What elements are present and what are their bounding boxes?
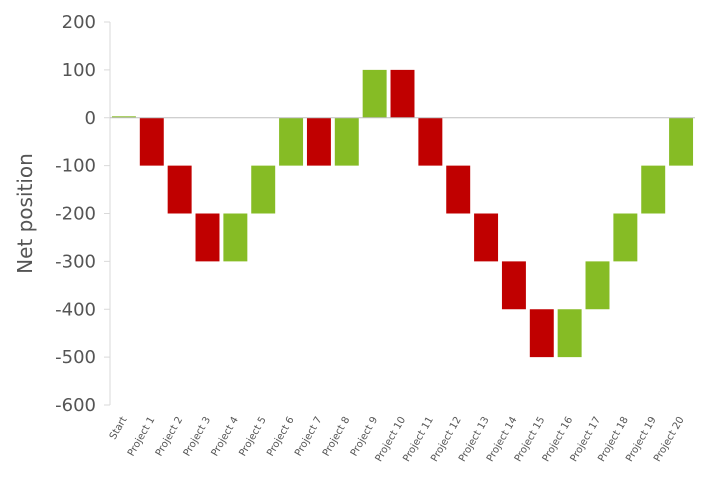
bar-project-6 <box>279 117 304 166</box>
bar-project-17 <box>585 261 610 310</box>
y-tick-label: -500 <box>55 347 96 368</box>
bar-project-9 <box>362 69 387 118</box>
bar-project-4 <box>223 213 248 262</box>
y-axis-title: Net position <box>13 153 37 274</box>
x-tick-label: Project 9 <box>349 415 380 458</box>
bar-project-7 <box>306 117 331 166</box>
bar-project-16 <box>557 309 582 358</box>
y-tick-label: 0 <box>85 108 96 129</box>
x-tick-label: Project 1 <box>126 415 157 458</box>
bar-project-1 <box>139 117 164 166</box>
y-tick-label: 200 <box>62 12 96 33</box>
x-tick-label: Project 8 <box>321 415 352 458</box>
y-tick-label: -100 <box>55 156 96 177</box>
y-tick-label: 100 <box>62 60 96 81</box>
bar-project-15 <box>529 309 554 358</box>
bar-project-18 <box>613 213 638 262</box>
bar-project-19 <box>641 165 666 214</box>
bar-project-11 <box>418 117 443 166</box>
y-tick-label: -600 <box>55 395 96 416</box>
bar-project-5 <box>251 165 276 214</box>
x-tick-label: Project 2 <box>154 415 185 458</box>
y-axis-ticks: 200 100 0 -100 -200 -300 -400 -500 -600 <box>55 12 110 416</box>
bar-project-10 <box>390 69 415 118</box>
x-tick-label: Project 3 <box>182 415 213 458</box>
x-tick-label: Start <box>108 415 130 442</box>
bar-project-20 <box>669 117 694 166</box>
bar-project-3 <box>195 213 220 262</box>
y-tick-label: -400 <box>55 299 96 320</box>
bar-project-12 <box>446 165 471 214</box>
bar-project-2 <box>167 165 192 214</box>
x-tick-label: Project 5 <box>237 415 268 458</box>
bar-project-14 <box>501 261 526 310</box>
bar-project-13 <box>474 213 499 262</box>
bars-group <box>111 69 694 358</box>
x-tick-label: Project 7 <box>293 415 324 458</box>
y-tick-label: -300 <box>55 251 96 272</box>
y-tick-label: -200 <box>55 204 96 225</box>
x-tick-label: Project 4 <box>210 415 241 458</box>
bar-start <box>111 116 136 118</box>
bar-project-8 <box>334 117 359 166</box>
x-tick-label: Project 6 <box>265 415 296 458</box>
